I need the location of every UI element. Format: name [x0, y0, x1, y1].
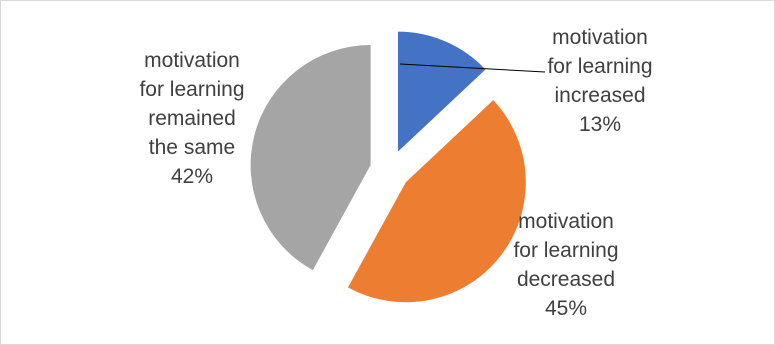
slice-category-label: the same: [149, 136, 235, 159]
slice-value-label: 13%: [579, 113, 621, 136]
slice-value-label: 42%: [171, 165, 213, 188]
slice-category-label: for learning: [547, 55, 652, 78]
slice-category-label: increased: [554, 84, 645, 107]
slice-value-label: 45%: [545, 297, 587, 320]
slice-label-increased: motivation for learning increased 13%: [547, 26, 652, 136]
leader-line-increased: [399, 63, 546, 73]
slice-category-label: for learning: [139, 78, 244, 101]
slice-labels: motivation for learning increased 13%motiva…: [139, 26, 652, 320]
slice-category-label: for learning: [513, 239, 618, 262]
slice-category-label: remained: [148, 107, 236, 130]
slice-label-remained-the-same: motivation for learning remained the same 42…: [139, 49, 244, 188]
pie-slice-remained-the-same: [250, 45, 371, 271]
slice-category-label: motivation: [144, 49, 240, 72]
slice-category-label: motivation: [518, 210, 614, 233]
slice-label-decreased: motivation for learning decreased 45%: [513, 210, 618, 320]
slice-category-label: decreased: [517, 268, 615, 291]
slice-category-label: motivation: [552, 26, 648, 49]
pie-slice-increased: [397, 31, 486, 152]
pie-slices: [250, 31, 526, 303]
pie-slice-decreased: [347, 100, 526, 303]
